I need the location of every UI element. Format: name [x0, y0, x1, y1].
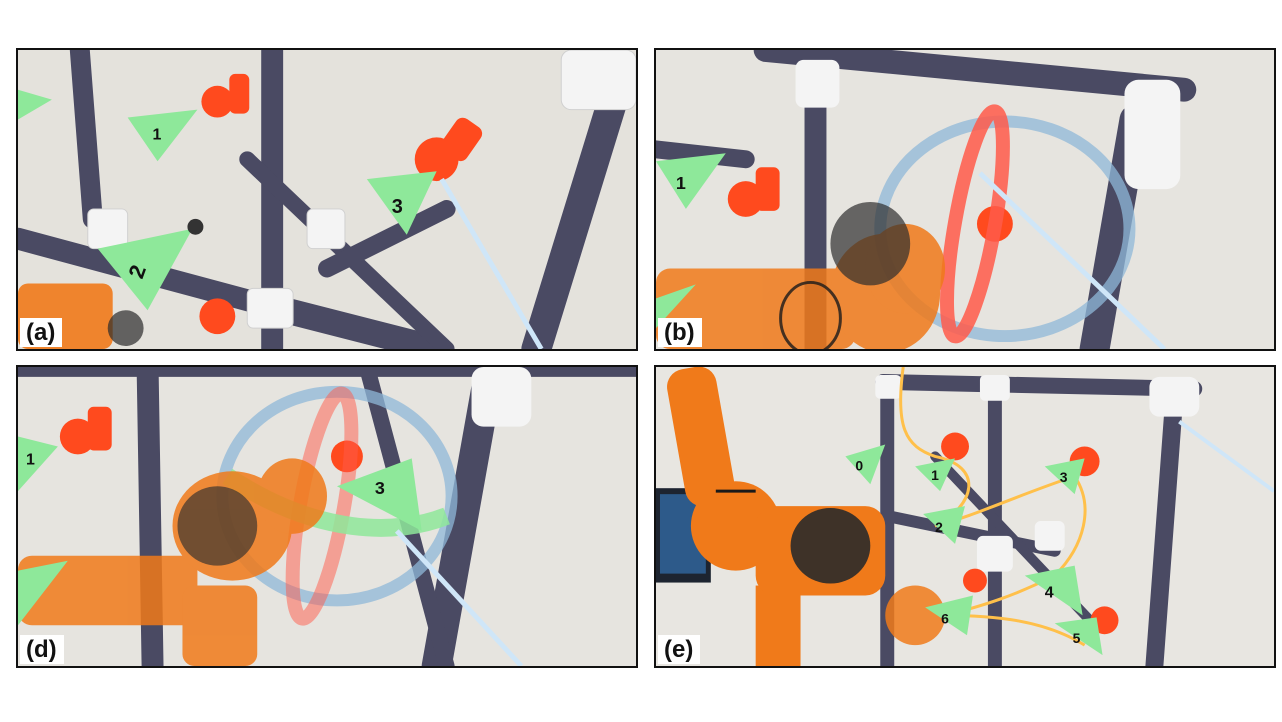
marker-1	[18, 436, 58, 492]
panel-b-scene: 1	[656, 50, 1274, 349]
marker-2	[97, 228, 193, 311]
marker-5-label: 5	[1073, 630, 1081, 646]
marker-6-label: 6	[941, 610, 949, 626]
marker-2-label: 2	[935, 519, 943, 535]
marker-4	[1024, 565, 1083, 616]
marker-3-label: 3	[375, 478, 385, 498]
panel-a: 1 2 3 (a)	[16, 48, 638, 351]
panel-label-a: (a)	[20, 318, 63, 347]
panel-label-b: (b)	[658, 318, 702, 347]
marker-6	[925, 595, 973, 636]
marker-1-label: 1	[931, 467, 939, 483]
marker-3	[1044, 458, 1085, 495]
panel-d-scene: 1 3	[18, 367, 636, 666]
panel-e: 0 1 2 3 4 5 6 (e)	[654, 365, 1276, 668]
marker-1	[656, 153, 726, 209]
marker-4-label: 4	[1045, 584, 1054, 601]
panel-label-e: (e)	[658, 635, 701, 664]
marker-0	[845, 444, 886, 485]
marker-5	[1054, 617, 1103, 656]
panel-a-scene: 1 2 3	[18, 50, 636, 349]
marker-1-label: 1	[153, 126, 162, 143]
marker-3-label: 3	[392, 196, 403, 218]
marker-2	[923, 506, 965, 544]
marker-1	[915, 458, 956, 492]
marker-0-label: 0	[855, 457, 863, 473]
marker-3	[336, 458, 422, 531]
panel-label-d: (d)	[20, 635, 64, 664]
marker-3-label: 3	[1060, 469, 1068, 485]
panel-e-scene: 0 1 2 3 4 5 6	[656, 367, 1274, 666]
marker-1-label: 1	[676, 173, 686, 193]
marker-1	[127, 109, 198, 162]
marker-3	[366, 171, 437, 235]
panel-b: 1 (b)	[654, 48, 1276, 351]
panel-d: 1 3 (d)	[16, 365, 638, 668]
marker-1-label: 1	[26, 451, 35, 468]
